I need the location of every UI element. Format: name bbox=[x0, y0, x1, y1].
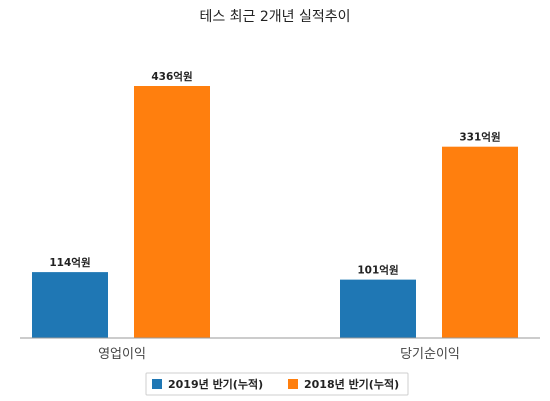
bar-s0-c0 bbox=[32, 272, 108, 338]
bar-s1-c1 bbox=[442, 146, 518, 338]
legend-label-1: 2018년 반기(누적) bbox=[304, 377, 399, 391]
legend: 2019년 반기(누적) 2018년 반기(누적) bbox=[145, 372, 409, 396]
data-label-s0-c1: 101억원 bbox=[357, 264, 398, 277]
legend-frame bbox=[145, 372, 409, 396]
legend-label-0: 2019년 반기(누적) bbox=[168, 377, 263, 391]
bar-s0-c1 bbox=[340, 279, 416, 338]
data-label-s0-c0: 114억원 bbox=[49, 256, 90, 269]
category-label-0: 영업이익 bbox=[98, 347, 146, 362]
legend-swatch-1 bbox=[288, 379, 298, 389]
data-label-s1-c1: 331억원 bbox=[459, 131, 500, 144]
chart-title: 테스 최근 2개년 실적추이 bbox=[199, 9, 350, 25]
legend-swatch-0 bbox=[152, 379, 162, 389]
category-label-1: 당기순이익 bbox=[400, 347, 460, 362]
plot-area: 114억원 101억원 436억원 331억원 bbox=[32, 70, 518, 338]
bar-s1-c0 bbox=[134, 86, 210, 338]
data-label-s1-c0: 436억원 bbox=[151, 70, 192, 83]
